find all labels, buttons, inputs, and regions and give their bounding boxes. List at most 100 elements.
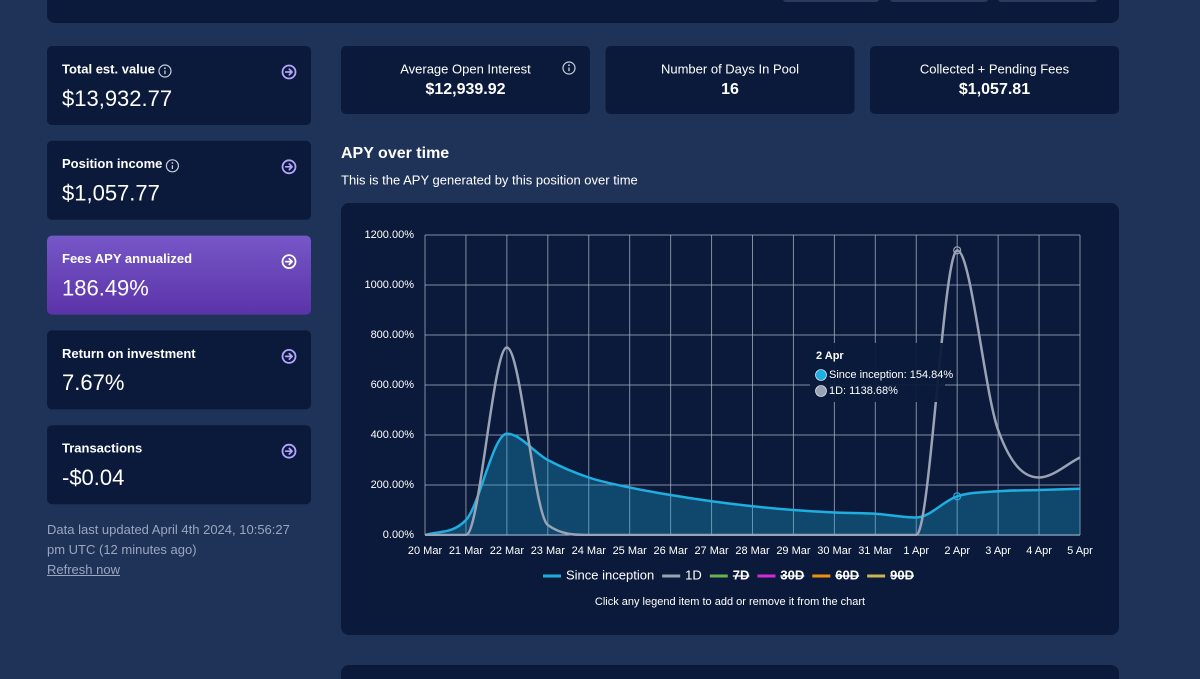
arrow-icon[interactable] bbox=[281, 348, 297, 364]
legend-label: 7D bbox=[733, 567, 750, 582]
y-tick-label: 200.00% bbox=[371, 479, 415, 491]
stat-card[interactable] bbox=[47, 330, 311, 410]
x-tick-label: 30 Mar bbox=[817, 545, 852, 557]
y-tick-label: 800.00% bbox=[371, 329, 415, 341]
legend-note: Click any legend item to add or remove i… bbox=[595, 596, 865, 608]
top-button[interactable] bbox=[783, 0, 879, 2]
top-panel bbox=[47, 0, 1119, 23]
x-tick-label: 31 Mar bbox=[858, 545, 893, 557]
legend-label: 30D bbox=[780, 567, 804, 582]
info-icon[interactable] bbox=[158, 64, 172, 78]
legend-label: 60D bbox=[835, 567, 859, 582]
stat-card[interactable] bbox=[47, 235, 311, 315]
bottom-panel bbox=[341, 665, 1119, 679]
y-tick-label: 1200.00% bbox=[364, 229, 414, 241]
x-tick-label: 26 Mar bbox=[654, 545, 689, 557]
x-tick-label: 22 Mar bbox=[490, 545, 525, 557]
arrow-icon-glyph bbox=[284, 68, 293, 76]
hover-point bbox=[953, 492, 962, 501]
tooltip-title: 2 Apr bbox=[816, 350, 844, 362]
stat-label: Average Open Interest bbox=[400, 61, 531, 76]
stat-value: 16 bbox=[721, 81, 739, 98]
footer: Data last updated April 4th 2024, 10:56:… bbox=[47, 520, 309, 580]
stat-card[interactable] bbox=[47, 46, 311, 125]
tooltip-item: 1D: 1138.68% bbox=[829, 385, 898, 397]
legend-item[interactable]: 90D bbox=[867, 567, 914, 582]
x-tick-label: 29 Mar bbox=[776, 545, 811, 557]
info-icon-dot bbox=[568, 64, 570, 67]
x-tick-label: 21 Mar bbox=[449, 545, 484, 557]
x-tick-label: 27 Mar bbox=[694, 545, 729, 557]
x-tick-label: 25 Mar bbox=[613, 545, 648, 557]
tooltip-marker bbox=[815, 385, 827, 397]
arrow-icon[interactable] bbox=[281, 254, 297, 270]
card-label: Return on investment bbox=[62, 346, 196, 361]
updated-text: Data last updated April 4th 2024, 10:56:… bbox=[47, 522, 290, 557]
x-tick-label: 1 Apr bbox=[903, 545, 929, 557]
x-tick-label: 3 Apr bbox=[985, 545, 1011, 557]
legend-label: 1D bbox=[685, 567, 702, 582]
stat-card bbox=[605, 46, 855, 114]
tooltip-marker bbox=[815, 369, 827, 381]
section-title: APY over time bbox=[341, 145, 449, 162]
hover-point bbox=[953, 246, 962, 255]
info-icon-dot bbox=[171, 162, 174, 164]
stat-card[interactable] bbox=[47, 425, 311, 505]
legend-item[interactable]: Since inception bbox=[543, 567, 654, 582]
tooltip-item: Since inception: 154.84% bbox=[829, 369, 953, 381]
section-subtitle: This is the APY generated by this positi… bbox=[341, 172, 638, 187]
legend-item[interactable]: 1D bbox=[662, 567, 702, 582]
x-tick-label: 4 Apr bbox=[1026, 545, 1052, 557]
stat-value: $12,939.92 bbox=[425, 81, 505, 98]
card-value: 186.49% bbox=[62, 275, 149, 300]
x-tick-label: 20 Mar bbox=[408, 545, 443, 557]
legend-item[interactable]: 30D bbox=[757, 567, 805, 582]
arrow-icon-glyph bbox=[284, 447, 293, 455]
arrow-icon-glyph bbox=[284, 257, 293, 266]
stat-label: Collected + Pending Fees bbox=[920, 61, 1070, 76]
arrow-icon-glyph bbox=[284, 352, 293, 361]
card-label: Total est. value bbox=[62, 61, 155, 76]
card-label: Position income bbox=[62, 156, 162, 171]
card-label: Transactions bbox=[62, 441, 142, 456]
info-icon[interactable] bbox=[562, 61, 576, 75]
stat-card bbox=[341, 46, 590, 114]
x-tick-label: 28 Mar bbox=[735, 545, 770, 557]
arrow-icon[interactable] bbox=[281, 443, 297, 459]
arrow-icon[interactable] bbox=[281, 64, 297, 80]
y-tick-label: 0.00% bbox=[383, 529, 414, 541]
series-line bbox=[425, 249, 1081, 536]
refresh-link[interactable]: Refresh now bbox=[47, 562, 120, 577]
card-value: $13,932.77 bbox=[62, 86, 172, 111]
arrow-icon[interactable] bbox=[281, 159, 297, 175]
y-tick-label: 1000.00% bbox=[364, 279, 414, 291]
x-tick-label: 5 Apr bbox=[1067, 545, 1093, 557]
x-tick-label: 23 Mar bbox=[531, 545, 566, 557]
card-value: 7.67% bbox=[62, 370, 124, 395]
legend-label: Since inception bbox=[566, 567, 654, 582]
x-tick-label: 2 Apr bbox=[944, 545, 970, 557]
stat-card[interactable] bbox=[47, 140, 311, 220]
chart-card bbox=[341, 203, 1119, 635]
stat-value: $1,057.81 bbox=[959, 81, 1030, 98]
x-tick-label: 24 Mar bbox=[572, 545, 607, 557]
legend-item[interactable]: 7D bbox=[709, 567, 750, 582]
y-tick-label: 600.00% bbox=[371, 379, 415, 391]
tooltip bbox=[810, 343, 945, 402]
info-icon[interactable] bbox=[165, 159, 180, 173]
legend-label: 90D bbox=[890, 567, 914, 582]
series-area bbox=[425, 433, 1080, 535]
top-button[interactable] bbox=[998, 0, 1097, 2]
stat-card bbox=[870, 46, 1119, 114]
card-value: -$0.04 bbox=[62, 465, 124, 490]
arrow-icon-glyph bbox=[284, 163, 293, 171]
stat-label: Number of Days In Pool bbox=[661, 61, 799, 76]
y-tick-label: 400.00% bbox=[371, 429, 415, 441]
top-button[interactable] bbox=[890, 0, 988, 2]
card-label: Fees APY annualized bbox=[62, 251, 192, 266]
series-line bbox=[425, 432, 1081, 536]
legend-item[interactable]: 60D bbox=[812, 567, 860, 582]
info-icon-dot bbox=[164, 67, 166, 70]
